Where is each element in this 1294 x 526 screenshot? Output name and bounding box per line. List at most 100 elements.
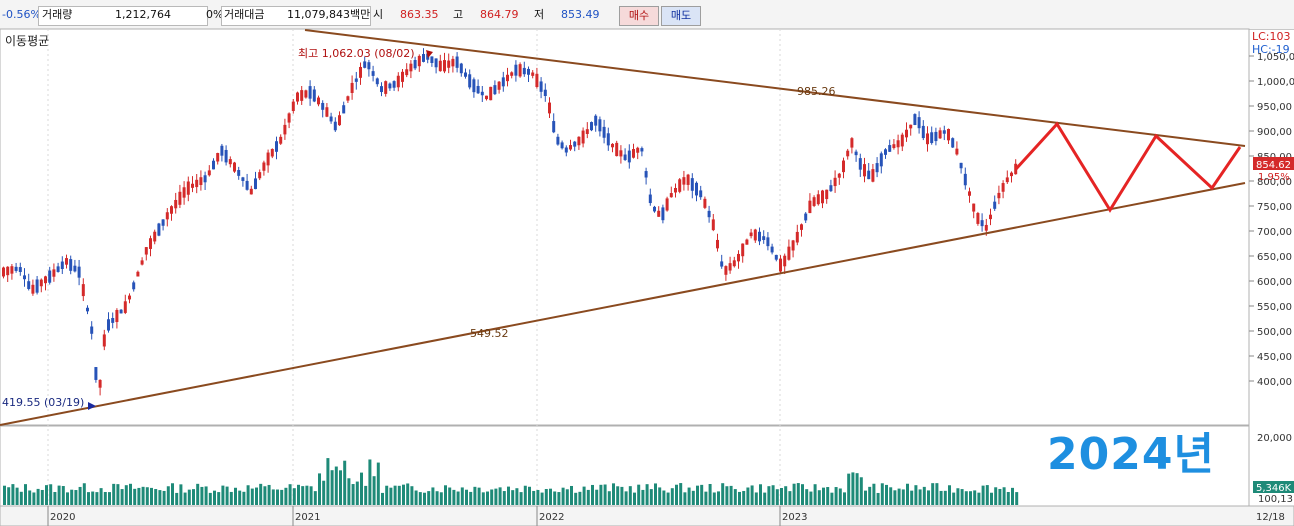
- buy-button[interactable]: 매수: [619, 6, 659, 26]
- volume-bar: [103, 491, 107, 505]
- candle-body: [354, 78, 358, 82]
- volume-bar: [801, 484, 804, 505]
- volume-bar: [922, 486, 926, 505]
- volume-bar: [112, 483, 116, 505]
- candle-body: [879, 153, 883, 167]
- y-tick-label: 700,00: [1257, 227, 1292, 238]
- volume-bar: [855, 473, 859, 505]
- candle-body: [136, 271, 140, 277]
- volume-bar: [607, 491, 611, 505]
- candle-body: [842, 160, 845, 173]
- candle-body: [270, 149, 274, 157]
- candle-body: [833, 177, 837, 187]
- volume-bar: [28, 490, 32, 505]
- volume-bar: [393, 485, 397, 505]
- volume-bar: [439, 492, 443, 505]
- volume-bar: [553, 491, 557, 505]
- volume-bar: [864, 490, 867, 505]
- volume-percent: 100,13: [1258, 494, 1293, 505]
- current-price: 854.62: [1256, 160, 1291, 171]
- volume-bar: [805, 489, 809, 505]
- y-tick-label: 550,00: [1257, 302, 1292, 313]
- volume-bar: [427, 491, 431, 505]
- volume-bar: [897, 488, 901, 505]
- volume-bar: [759, 484, 762, 505]
- volume-bar: [1011, 487, 1014, 505]
- volume-bar: [267, 484, 271, 505]
- candle-body: [816, 194, 820, 205]
- candle-body: [653, 206, 656, 212]
- candle-body: [506, 74, 509, 82]
- candle-body: [585, 129, 589, 134]
- volume-bar: [145, 487, 149, 505]
- volume-bar: [238, 490, 242, 505]
- candle-body: [527, 68, 530, 75]
- volume-bar: [162, 490, 166, 505]
- volume-bar: [666, 492, 670, 505]
- candle-body: [779, 258, 782, 272]
- volume-bar: [990, 492, 993, 505]
- volume-bar: [74, 490, 78, 505]
- candle-body: [321, 102, 325, 110]
- x-axis-last-date: 12/18: [1256, 512, 1285, 523]
- candle-body: [510, 72, 514, 76]
- volume-bar: [171, 483, 174, 505]
- candle-body: [94, 367, 98, 380]
- candle-body: [77, 266, 81, 278]
- candle-body: [821, 190, 824, 204]
- candle-body: [858, 158, 862, 170]
- candle-body: [606, 133, 610, 146]
- volume-bar: [154, 489, 158, 505]
- candle-body: [871, 169, 875, 182]
- volume-bar: [733, 489, 737, 505]
- candle-body: [774, 254, 778, 260]
- candle-body: [409, 63, 413, 72]
- volume-bar: [784, 486, 788, 505]
- candle-body: [266, 152, 270, 166]
- sell-button[interactable]: 매도: [661, 6, 701, 26]
- volume-bar: [599, 484, 603, 505]
- candle-body: [296, 92, 299, 102]
- x-axis: 2020 2021 2022 2023: [47, 506, 807, 526]
- candle-body: [846, 150, 850, 157]
- volume-bar: [696, 485, 699, 505]
- high-marker-arrow: [426, 50, 433, 58]
- candle-body: [174, 199, 178, 209]
- volume-bar: [57, 485, 61, 505]
- volume-bar: [872, 483, 876, 505]
- volume-bar: [717, 491, 720, 505]
- candle-body: [581, 130, 585, 144]
- candle-body: [682, 177, 686, 185]
- volume-bar: [486, 491, 489, 505]
- candle-body: [623, 154, 627, 160]
- candle-body: [375, 78, 379, 85]
- volume-bar: [414, 490, 418, 505]
- candle-body: [900, 134, 904, 147]
- candle-body: [170, 206, 173, 214]
- candle-body: [972, 203, 976, 212]
- volume-bar: [108, 492, 111, 505]
- candle-body: [732, 260, 736, 267]
- amount-cell: [221, 6, 371, 26]
- indicator-label: 이동평균: [5, 34, 49, 48]
- candle-body: [669, 193, 673, 198]
- volume-bar: [448, 487, 452, 505]
- volume-bar: [250, 488, 254, 505]
- candle-body: [333, 121, 337, 131]
- volume-bar: [595, 489, 599, 505]
- y-tick-label: 500,00: [1257, 327, 1292, 338]
- volume-bar: [927, 490, 930, 505]
- candle-body: [1001, 183, 1005, 192]
- candle-body: [199, 177, 203, 186]
- candle-body: [531, 72, 535, 76]
- volume-bar: [423, 492, 426, 505]
- volume-bar: [1015, 492, 1019, 505]
- volume-bar: [376, 462, 380, 505]
- candle-body: [766, 237, 770, 247]
- volume-bar: [964, 491, 968, 505]
- volume-bar: [150, 487, 153, 505]
- candle-body: [178, 191, 182, 205]
- candle-body: [867, 170, 871, 180]
- volume-bar: [53, 491, 57, 505]
